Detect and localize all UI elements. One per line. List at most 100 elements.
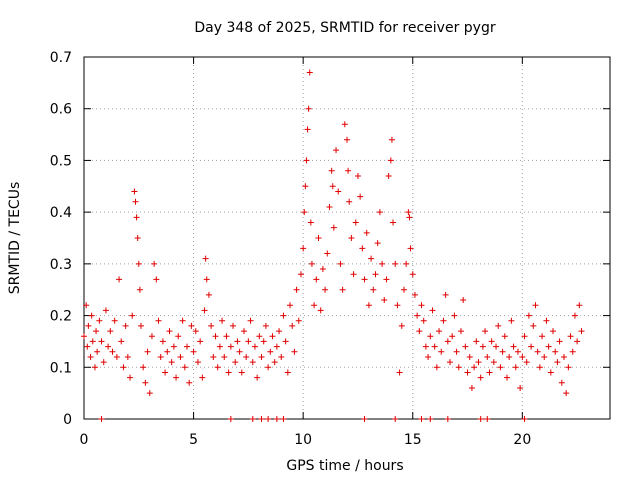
data-point — [293, 286, 300, 293]
data-point — [113, 353, 120, 360]
data-point — [501, 333, 508, 340]
ticks-layer: 0 0.1 0.2 0.3 0.4 0.5 0.6 0.7 0 5 10 15 20 — [50, 50, 610, 448]
data-point — [444, 416, 451, 422]
data-point — [159, 338, 166, 345]
data-point — [291, 348, 298, 355]
data-point — [479, 343, 486, 350]
data-point — [578, 328, 585, 335]
data-point — [120, 364, 127, 371]
data-point — [525, 312, 532, 319]
data-point — [449, 333, 456, 340]
data-point — [517, 384, 524, 391]
y-tick-label: 0.7 — [50, 50, 72, 66]
data-point — [177, 353, 184, 360]
data-point — [392, 260, 399, 267]
data-point — [361, 416, 368, 422]
data-point — [137, 322, 144, 329]
data-point — [88, 312, 95, 319]
data-point — [300, 245, 307, 252]
data-point — [328, 167, 335, 174]
y-tick-label: 0.1 — [50, 360, 72, 376]
data-point — [317, 307, 324, 314]
data-point — [302, 183, 309, 190]
data-point — [482, 328, 489, 335]
data-point — [329, 183, 336, 190]
data-point — [208, 322, 215, 329]
data-point — [550, 328, 557, 335]
data-point — [466, 353, 473, 360]
data-point — [225, 369, 232, 376]
x-tick-label: 10 — [294, 432, 312, 448]
data-point — [96, 317, 103, 324]
data-point — [199, 374, 206, 381]
data-point — [556, 338, 563, 345]
data-point — [89, 338, 96, 345]
data-point — [519, 353, 526, 360]
data-point — [127, 374, 134, 381]
data-point — [295, 317, 302, 324]
data-point — [387, 157, 394, 164]
data-point — [271, 359, 278, 366]
data-point — [532, 302, 539, 309]
data-point — [444, 338, 451, 345]
data-point — [543, 317, 550, 324]
data-point — [308, 260, 315, 267]
data-point — [383, 276, 390, 283]
data-point — [301, 209, 308, 216]
data-point — [574, 338, 581, 345]
data-point — [354, 172, 361, 179]
data-point — [431, 343, 438, 350]
data-point — [267, 348, 274, 355]
data-point — [236, 348, 243, 355]
data-point — [133, 214, 140, 221]
data-point — [499, 348, 506, 355]
y-tick-label: 0 — [63, 412, 72, 428]
data-point — [287, 302, 294, 309]
data-point — [534, 348, 541, 355]
data-point — [223, 333, 230, 340]
y-tick-label: 0.2 — [50, 309, 72, 325]
data-point — [157, 353, 164, 360]
data-point — [436, 328, 443, 335]
data-point — [256, 333, 263, 340]
data-point — [530, 322, 537, 329]
data-point — [273, 416, 280, 422]
data-point — [552, 348, 559, 355]
data-point — [168, 359, 175, 366]
data-point — [361, 276, 368, 283]
data-point — [422, 343, 429, 350]
data-point — [254, 374, 261, 381]
data-point — [490, 359, 497, 366]
data-point — [100, 359, 107, 366]
data-point — [335, 188, 342, 195]
data-point — [457, 328, 464, 335]
data-point — [109, 348, 116, 355]
data-point — [148, 333, 155, 340]
data-point — [357, 193, 364, 200]
data-point — [93, 328, 100, 335]
data-point — [536, 364, 543, 371]
data-point — [278, 353, 285, 360]
data-point — [265, 416, 272, 422]
data-point — [94, 348, 101, 355]
data-point — [249, 416, 256, 422]
data-point — [304, 126, 311, 133]
data-point — [455, 364, 462, 371]
data-point — [370, 286, 377, 293]
data-point — [210, 353, 217, 360]
data-point — [368, 255, 375, 262]
data-point — [453, 348, 460, 355]
data-point — [508, 317, 515, 324]
data-point — [307, 219, 314, 226]
data-point — [345, 167, 352, 174]
data-point — [184, 343, 191, 350]
data-point — [305, 105, 312, 112]
data-point — [111, 317, 118, 324]
data-point — [322, 286, 329, 293]
data-point — [194, 359, 201, 366]
data-point — [484, 416, 491, 422]
data-point — [363, 229, 370, 236]
data-point — [488, 338, 495, 345]
y-tick-label: 0.6 — [50, 102, 72, 118]
data-point — [352, 219, 359, 226]
